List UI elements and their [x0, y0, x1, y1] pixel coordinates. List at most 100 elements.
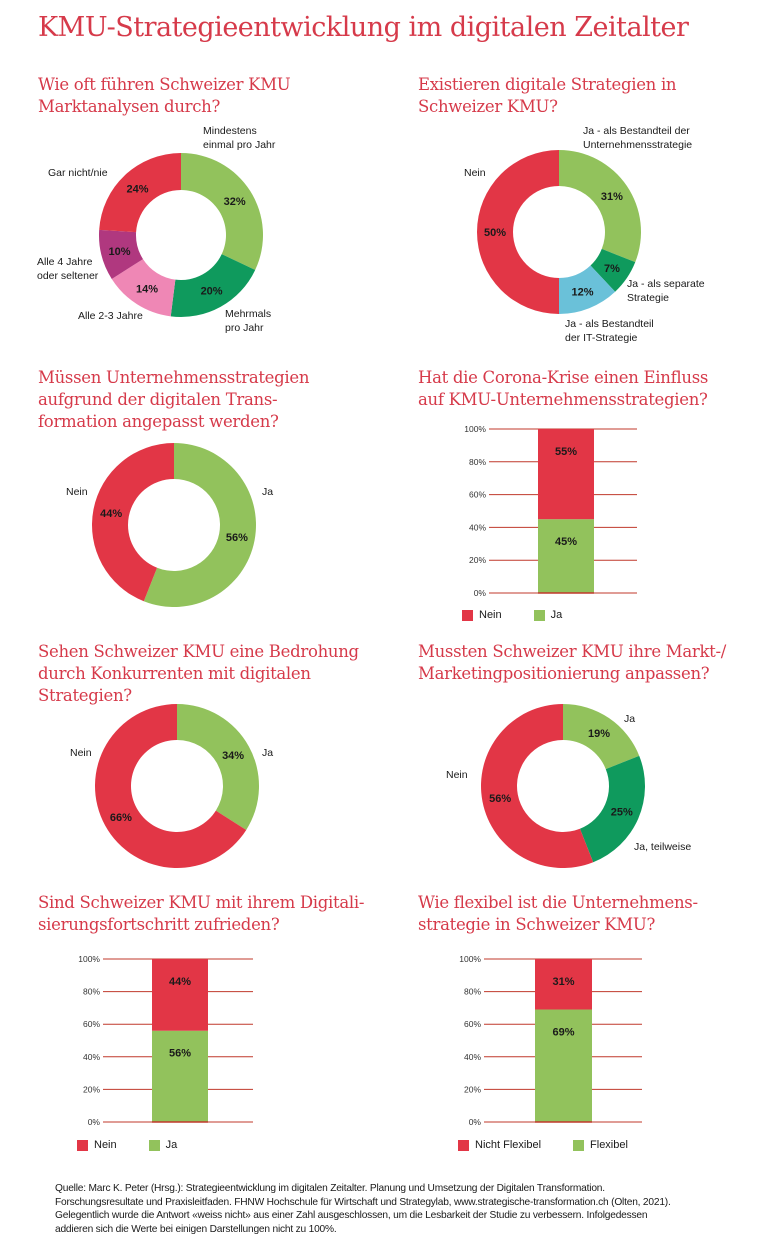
slice-value-label: 32%	[224, 196, 246, 208]
y-tick-label: 40%	[83, 1052, 100, 1062]
chart-title-line: Sehen Schweizer KMU eine Bedrohung	[38, 642, 359, 661]
legend-item: Nicht Flexibel	[458, 1139, 541, 1151]
slice-value-label: 20%	[201, 286, 223, 298]
chart-title-line: sierungsfortschritt zufrieden?	[38, 915, 280, 934]
y-tick-label: 20%	[83, 1084, 100, 1094]
legend-item: Ja	[148, 1139, 177, 1151]
source-line: Quelle: Marc K. Peter (Hrsg.): Strategie…	[55, 1183, 605, 1194]
slice-value-label: 19%	[588, 728, 610, 740]
slice-value-label: 31%	[601, 191, 623, 203]
donut-slice	[99, 229, 144, 279]
chart-title-digitalisierung: Sind Schweizer KMU mit ihrem Digitali- s…	[38, 892, 364, 936]
y-tick-label: 80%	[469, 457, 486, 467]
slice-value-label: 44%	[100, 508, 122, 520]
donut-slice	[477, 150, 559, 314]
y-tick-label: 0%	[469, 1117, 482, 1127]
main-title: KMU-Strategieentwicklung im digitalen Ze…	[38, 12, 689, 43]
chart-title-marktanalysen: Wie oft führen Schweizer KMU Marktanalys…	[38, 74, 291, 118]
slice-label: Ja - als separate Strategie	[627, 278, 705, 304]
donut-slice	[99, 153, 181, 233]
slice-label: Nein	[446, 769, 468, 781]
chart-title-line: Hat die Corona-Krise einen Einfluss	[418, 368, 709, 387]
legend-swatch	[77, 1139, 88, 1151]
donut-slice	[91, 443, 174, 602]
y-tick-label: 0%	[474, 588, 487, 598]
chart-title-digitale-strategien: Existieren digitale Strategien in Schwei…	[418, 74, 677, 118]
source-line: Forschungsresultate und Praxisleitfaden.…	[55, 1196, 671, 1208]
legend-swatch	[148, 1139, 160, 1151]
chart-title-line: Mussten Schweizer KMU ihre Markt-/	[418, 642, 727, 661]
bar-segment	[152, 1030, 208, 1122]
chart-title-marketing: Mussten Schweizer KMU ihre Markt-/ Marke…	[418, 641, 726, 685]
donut-slice	[579, 755, 646, 863]
chart-title-line: Marktanalysen durch?	[38, 97, 221, 116]
bar-segment	[538, 519, 594, 593]
donut-slice	[94, 704, 247, 868]
y-tick-label: 100%	[78, 954, 100, 964]
chart-title-line: formation angepasst werden?	[38, 412, 279, 431]
y-tick-label: 60%	[464, 1019, 481, 1029]
donut-slice	[143, 443, 256, 607]
slice-value-label: 24%	[127, 184, 149, 196]
slice-value-label: 34%	[222, 750, 244, 762]
slice-value-label: 56%	[489, 793, 511, 805]
slice-label: Ja	[262, 747, 274, 759]
chart-title-line: Marketingpositionierung anpassen?	[418, 664, 710, 683]
bar-segment	[538, 429, 594, 520]
chart-title-line: Schweizer KMU?	[418, 97, 558, 116]
source-line: Gelegentlich wurde die Antwort «weiss ni…	[55, 1210, 648, 1221]
slice-label: Ja - als Bestandteil der Unternehmensstra…	[583, 125, 693, 151]
legend-swatch	[573, 1139, 585, 1151]
legend-item: Nein	[77, 1139, 117, 1151]
chart-title-line: Müssen Unternehmensstrategien	[38, 368, 310, 387]
slice-label: Mindestens einmal pro Jahr	[203, 125, 276, 151]
legend-swatch	[458, 1139, 469, 1151]
y-tick-label: 100%	[464, 424, 486, 434]
y-tick-label: 0%	[88, 1117, 101, 1127]
slice-label: Gar nicht/nie	[48, 167, 108, 179]
slice-label: Nein	[66, 486, 88, 498]
chart-title-line: Strategien?	[38, 686, 132, 705]
y-tick-label: 100%	[459, 954, 481, 964]
slice-value-label: 66%	[110, 812, 132, 824]
legend-item: Flexibel	[573, 1139, 628, 1151]
legend-flexibel: Nicht Flexibel Flexibel	[458, 1139, 654, 1151]
chart-title-anpassung: Müssen Unternehmensstrategien aufgrund d…	[38, 367, 309, 433]
donut-slice	[111, 259, 176, 317]
bar-value-label: 31%	[552, 976, 574, 988]
legend-item: Nein	[462, 609, 502, 621]
bar-segment	[152, 959, 208, 1031]
slice-label: Nein	[464, 167, 486, 179]
bar-value-label: 56%	[169, 1048, 191, 1060]
y-tick-label: 80%	[83, 987, 100, 997]
legend-corona: Nein Ja	[462, 609, 588, 621]
slice-label: Nein	[70, 747, 92, 759]
y-tick-label: 80%	[464, 987, 481, 997]
slice-value-label: 12%	[572, 287, 594, 299]
slice-value-label: 50%	[484, 227, 506, 239]
source-note: Quelle: Marc K. Peter (Hrsg.): Strategie…	[55, 1182, 755, 1236]
donut-slice	[559, 149, 642, 263]
donut-slice	[481, 704, 594, 868]
slice-label: Ja	[624, 713, 636, 725]
source-line: addieren sich die Werte bei einigen Dars…	[55, 1223, 337, 1235]
chart-title-line: Existieren digitale Strategien in	[418, 75, 677, 94]
donut-slice	[181, 153, 263, 270]
slice-value-label: 10%	[108, 246, 130, 258]
slice-label: Alle 4 Jahre oder seltener	[37, 256, 99, 282]
donut-slice	[590, 248, 636, 292]
slice-value-label: 56%	[226, 532, 248, 544]
chart-title-line: aufgrund der digitalen Trans-	[38, 390, 278, 409]
chart-title-line: Wie oft führen Schweizer KMU	[38, 75, 291, 94]
y-tick-label: 40%	[464, 1052, 481, 1062]
chart-title-bedrohung: Sehen Schweizer KMU eine Bedrohung durch…	[38, 641, 359, 707]
legend-swatch	[533, 609, 545, 621]
slice-value-label: 14%	[136, 284, 158, 296]
y-tick-label: 20%	[469, 555, 486, 565]
chart-title-flexibel: Wie flexibel ist die Unternehmens- strat…	[418, 892, 698, 936]
bar-value-label: 44%	[169, 976, 191, 988]
bar-segment	[535, 1009, 592, 1122]
legend-item: Ja	[533, 609, 562, 621]
chart-title-line: auf KMU-Unternehmensstrategien?	[418, 390, 708, 409]
